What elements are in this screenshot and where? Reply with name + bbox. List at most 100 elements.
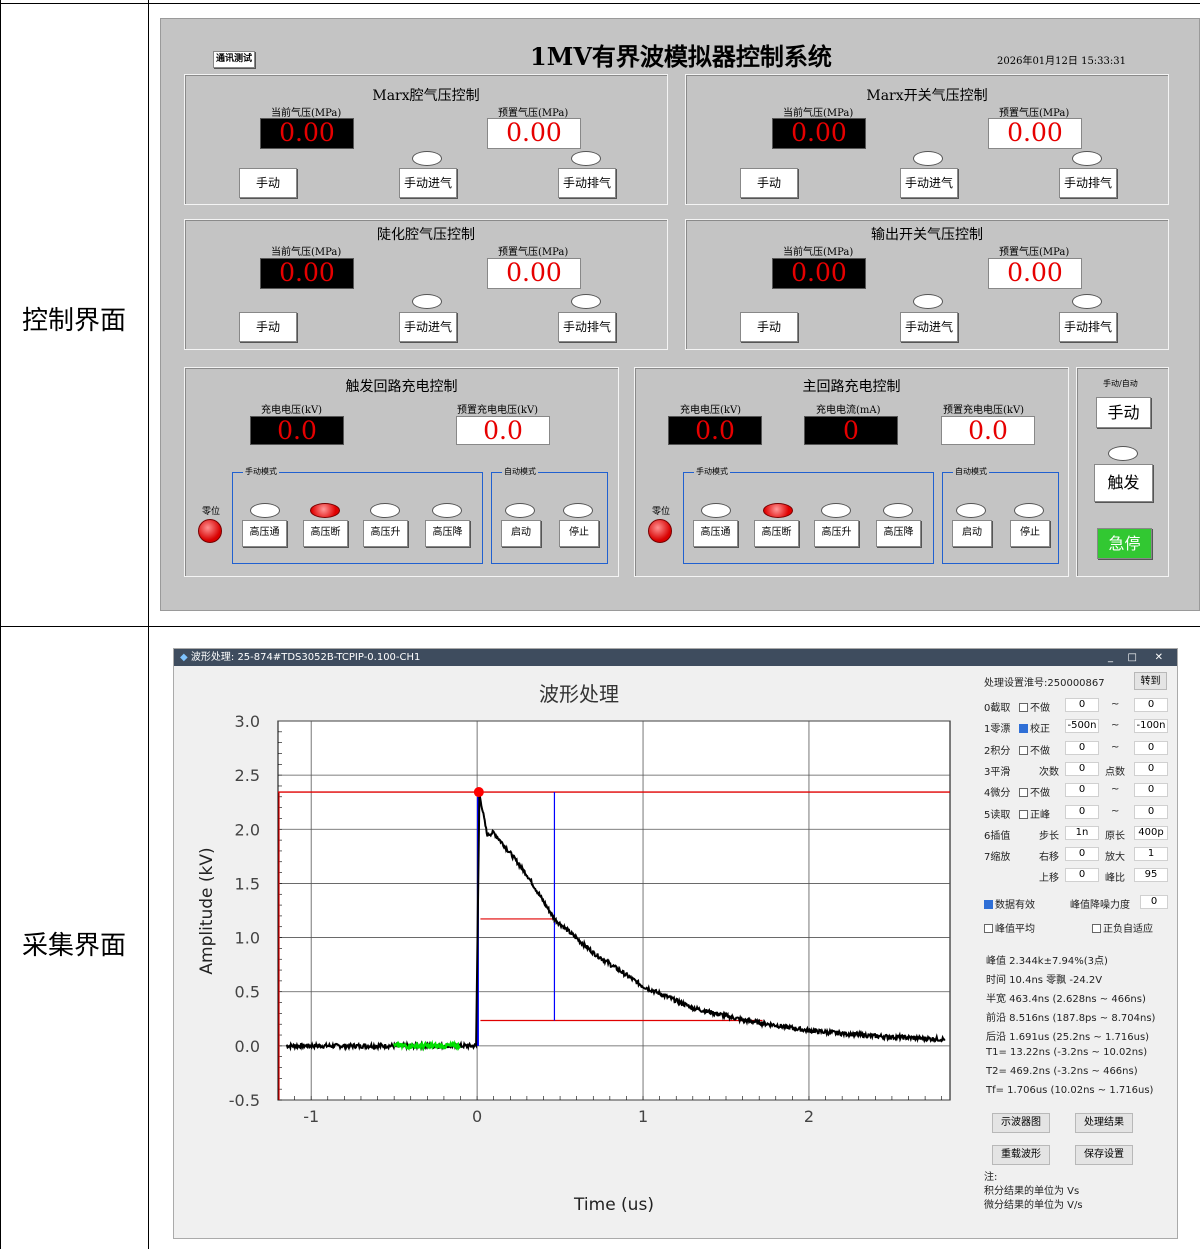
app-icon: ◆ [180, 652, 188, 663]
denoise-input[interactable]: 0 [1140, 895, 1168, 909]
manual-exhaust-button[interactable]: 手动排气 [1059, 168, 1117, 198]
result-line: 峰值 2.344k±7.94%(3点) [986, 956, 1108, 967]
hv-down-button[interactable]: 高压降 [876, 520, 921, 547]
row-checkbox[interactable]: 正峰 [1019, 806, 1050, 821]
row-value-b[interactable]: 1 [1134, 847, 1168, 862]
row-value-a[interactable]: 0 [1065, 740, 1099, 755]
manual-intake-button[interactable]: 手动进气 [399, 312, 457, 342]
process-result-button[interactable]: 处理结果 [1075, 1113, 1133, 1133]
row-separator: ~ [1111, 741, 1120, 753]
manual-button[interactable]: 手动 [740, 168, 798, 198]
hv-off-indicator [763, 503, 793, 518]
manual-intake-button[interactable]: 手动进气 [900, 168, 958, 198]
preset-charge-voltage-input[interactable]: 0.0 [456, 416, 550, 445]
row-param-label: 次数 [1039, 766, 1059, 778]
checkbox-icon [1019, 745, 1028, 755]
hv-down-button[interactable]: 高压降 [425, 520, 470, 547]
row-value-a[interactable]: 1n [1065, 825, 1099, 840]
y-tick-label: 2.0 [235, 820, 260, 839]
note-title: 注: [984, 1172, 998, 1183]
x-tick-label: 2 [804, 1107, 814, 1126]
row-value-b[interactable]: -100n [1134, 719, 1168, 734]
manual-button[interactable]: 手动 [239, 168, 297, 198]
preset-pressure-input[interactable]: 0.00 [487, 258, 581, 289]
auto-mode-group: 自动模式 启动 停止 [491, 466, 608, 564]
manual-intake-button[interactable]: 手动进气 [399, 168, 457, 198]
start-button[interactable]: 启动 [952, 520, 992, 547]
hv-off-button[interactable]: 高压断 [754, 520, 799, 547]
row-value-b[interactable]: 0 [1134, 698, 1168, 712]
minimize-button[interactable]: _ [1108, 652, 1113, 663]
pos-neg-adaptive-checkbox[interactable]: 正负自适应 [1092, 920, 1153, 935]
preset-pressure-input[interactable]: 0.00 [988, 118, 1082, 149]
row-separator: 原长 [1105, 830, 1125, 842]
stop-button[interactable]: 停止 [559, 520, 599, 547]
row-value-b[interactable]: 400p [1134, 825, 1168, 840]
y-tick-label: 0.5 [235, 983, 260, 1002]
row-checkbox[interactable]: 校正 [1019, 720, 1050, 735]
preset-pressure-input[interactable]: 0.00 [487, 118, 581, 149]
manual-intake-button[interactable]: 手动进气 [900, 312, 958, 342]
row-param-label: 步长 [1039, 830, 1059, 842]
row-value-a[interactable]: -500n [1065, 719, 1099, 734]
row-value-b[interactable]: 0 [1134, 740, 1168, 755]
trigger-button[interactable]: 触发 [1094, 464, 1153, 502]
baseline-window-trace [393, 1039, 461, 1052]
row-value-b[interactable]: 0 [1134, 761, 1168, 776]
intake-indicator [412, 151, 442, 166]
peak-average-checkbox[interactable]: 峰值平均 [984, 920, 1035, 935]
charge-voltage-label: 充电电压(kV) [680, 405, 742, 416]
hv-on-button[interactable]: 高压通 [242, 520, 287, 547]
preset-charge-voltage-input[interactable]: 0.0 [941, 416, 1035, 445]
result-line: T1= 13.22ns (-3.2ns ~ 10.02ns) [986, 1047, 1148, 1058]
emergency-stop-button[interactable]: 急停 [1097, 528, 1152, 559]
hv-up-button[interactable]: 高压升 [363, 520, 408, 547]
row-value-a[interactable]: 0 [1065, 868, 1099, 883]
main-charge-panel: 主回路充电控制 充电电压(kV) 充电电流(mA) 预置充电电压(kV) 0.0… [634, 367, 1069, 577]
row-value-a[interactable]: 0 [1065, 783, 1099, 798]
comm-test-button[interactable]: 通讯测试 [213, 51, 255, 68]
maximize-button[interactable]: □ [1127, 652, 1137, 663]
x-tick-label: 0 [472, 1107, 482, 1126]
row-checkbox[interactable]: 不做 [1019, 699, 1050, 714]
peak-marker [473, 787, 484, 798]
row-value-a[interactable]: 0 [1065, 847, 1099, 862]
row-value-b[interactable]: 95 [1134, 868, 1168, 883]
goto-button[interactable]: 转到 [1134, 672, 1167, 690]
close-button[interactable]: ✕ [1154, 652, 1163, 663]
hv-off-button[interactable]: 高压断 [303, 520, 348, 547]
data-valid-checkbox[interactable]: 数据有效 [984, 896, 1035, 911]
start-button[interactable]: 启动 [501, 520, 541, 547]
manual-exhaust-button[interactable]: 手动排气 [558, 168, 616, 198]
hv-up-indicator [821, 503, 851, 518]
manual-exhaust-button[interactable]: 手动排气 [558, 312, 616, 342]
manual-button[interactable]: 手动 [740, 312, 798, 342]
processing-row: 上移 0 峰比 95 [977, 868, 1177, 884]
manual-auto-toggle-button[interactable]: 手动 [1096, 397, 1151, 428]
row-checkbox[interactable]: 不做 [1019, 784, 1050, 799]
row-value-a[interactable]: 0 [1065, 761, 1099, 776]
preset-pressure-input[interactable]: 0.00 [988, 258, 1082, 289]
save-settings-button[interactable]: 保存设置 [1075, 1145, 1133, 1165]
checkbox-icon [1019, 724, 1028, 734]
hv-up-button[interactable]: 高压升 [814, 520, 859, 547]
row-value-a[interactable]: 0 [1065, 804, 1099, 819]
preset-pressure-label: 预置气压(MPa) [498, 247, 569, 258]
reload-waveform-button[interactable]: 重载波形 [992, 1145, 1050, 1165]
row-checkbox[interactable]: 不做 [1019, 742, 1050, 757]
checkbox-icon [1019, 788, 1028, 798]
exhaust-indicator [571, 151, 601, 166]
row-value-b[interactable]: 0 [1134, 804, 1168, 819]
manual-button[interactable]: 手动 [239, 312, 297, 342]
row-value-b[interactable]: 0 [1134, 783, 1168, 798]
waveform-window: ◆ 波形处理: 25-874#TDS3052B-TCPIP-0.100-CH1 … [173, 648, 1178, 1239]
row-value-a[interactable]: 0 [1065, 698, 1099, 712]
x-tick-label: -1 [303, 1107, 319, 1126]
oscilloscope-view-button[interactable]: 示波器图 [992, 1113, 1050, 1133]
hv-on-button[interactable]: 高压通 [693, 520, 738, 547]
hv-off-indicator [310, 503, 340, 518]
stop-button[interactable]: 停止 [1010, 520, 1050, 547]
charge-current-label: 充电电流(mA) [816, 405, 881, 416]
gas-panel-sharpening-chamber: 陡化腔气压控制 当前气压(MPa) 预置气压(MPa) 0.00 0.00 手动… [184, 219, 668, 350]
manual-exhaust-button[interactable]: 手动排气 [1059, 312, 1117, 342]
